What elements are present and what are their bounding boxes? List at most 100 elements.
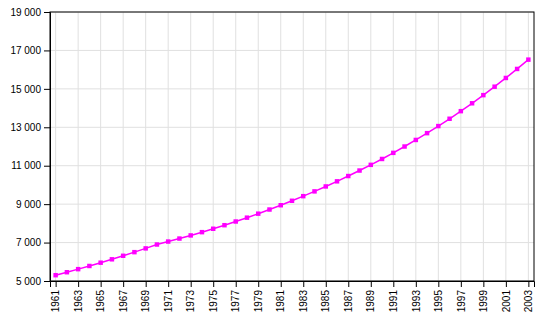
marker bbox=[267, 207, 271, 211]
x-tick: 1987 bbox=[343, 281, 354, 312]
x-tick-label: 1977 bbox=[230, 290, 241, 313]
x-tick: 1999 bbox=[478, 281, 489, 312]
x-tick: 1983 bbox=[298, 281, 309, 312]
y-tick-mark bbox=[44, 204, 50, 205]
marker bbox=[324, 184, 328, 188]
y-tick-label: 5 000 bbox=[16, 276, 41, 287]
x-tick-label: 1965 bbox=[95, 290, 106, 313]
marker bbox=[346, 174, 350, 178]
y-tick-mark bbox=[44, 12, 50, 13]
x-tick: 1997 bbox=[456, 281, 467, 312]
marker bbox=[53, 273, 57, 277]
y-tick-label: 7 000 bbox=[16, 237, 41, 248]
grid-line-x bbox=[145, 12, 146, 281]
grid-line-y bbox=[50, 165, 534, 166]
y-tick-label: 13 000 bbox=[10, 122, 41, 133]
y-tick: 19 000 bbox=[10, 7, 50, 18]
line bbox=[56, 60, 529, 276]
grid-line-x bbox=[213, 12, 214, 281]
y-tick: 15 000 bbox=[10, 84, 50, 95]
marker bbox=[211, 227, 215, 231]
marker bbox=[357, 168, 361, 172]
grid-line-x bbox=[280, 12, 281, 281]
x-tick-label: 1985 bbox=[320, 290, 331, 313]
grid-line-x bbox=[100, 12, 101, 281]
y-tick-label: 19 000 bbox=[10, 7, 41, 18]
x-tick-mark bbox=[483, 281, 484, 287]
marker bbox=[515, 67, 519, 71]
marker bbox=[425, 131, 429, 135]
marker bbox=[391, 151, 395, 155]
x-tick: 1971 bbox=[163, 281, 174, 312]
x-tick: 1975 bbox=[208, 281, 219, 312]
x-tick: 1967 bbox=[118, 281, 129, 312]
y-tick: 9 000 bbox=[16, 199, 50, 210]
grid-line-x bbox=[258, 12, 259, 281]
marker bbox=[402, 144, 406, 148]
x-tick-label: 1983 bbox=[298, 290, 309, 313]
marks bbox=[53, 57, 530, 277]
grid-line-x bbox=[438, 12, 439, 281]
y-tick-label: 15 000 bbox=[10, 84, 41, 95]
marker bbox=[301, 194, 305, 198]
y-tick-mark bbox=[44, 166, 50, 167]
y-tick-mark bbox=[44, 89, 50, 90]
marker bbox=[290, 199, 294, 203]
x-tick: 2003 bbox=[523, 281, 534, 312]
marker bbox=[380, 157, 384, 161]
x-tick-label: 1989 bbox=[365, 290, 376, 313]
grid-line-x bbox=[393, 12, 394, 281]
x-tick-mark bbox=[236, 281, 237, 287]
x-tick: 1985 bbox=[320, 281, 331, 312]
x-tick: 1969 bbox=[140, 281, 151, 312]
x-tick-label: 1973 bbox=[185, 290, 196, 313]
marker bbox=[245, 215, 249, 219]
grid-line-x bbox=[325, 12, 326, 281]
x-tick-mark bbox=[528, 281, 529, 287]
grid-line-x bbox=[78, 12, 79, 281]
x-tick: 1991 bbox=[388, 281, 399, 312]
x-tick-mark bbox=[371, 281, 372, 287]
x-tick: 1989 bbox=[365, 281, 376, 312]
y-tick-mark bbox=[44, 281, 50, 282]
marker bbox=[87, 264, 91, 268]
marker bbox=[188, 233, 192, 237]
marker bbox=[143, 246, 147, 250]
x-tick-mark bbox=[303, 281, 304, 287]
x-tick: 1963 bbox=[73, 281, 84, 312]
marker bbox=[335, 179, 339, 183]
plot-frame bbox=[50, 12, 534, 281]
grid-line-x bbox=[303, 12, 304, 281]
grid-line-x bbox=[235, 12, 236, 281]
marker bbox=[492, 84, 496, 88]
x-tick-mark bbox=[213, 281, 214, 287]
y-tick-mark bbox=[44, 50, 50, 51]
x-tick-mark bbox=[101, 281, 102, 287]
grid-line-x bbox=[528, 12, 529, 281]
x-tick: 1961 bbox=[50, 281, 61, 312]
marker bbox=[256, 211, 260, 215]
marker bbox=[459, 109, 463, 113]
grid-line-y bbox=[50, 127, 534, 128]
marker bbox=[200, 230, 204, 234]
grid-line-y bbox=[50, 88, 534, 89]
marker bbox=[222, 223, 226, 227]
grid-line-x bbox=[505, 12, 506, 281]
marker bbox=[279, 203, 283, 207]
y-tick: 13 000 bbox=[10, 122, 50, 133]
x-tick-label: 2001 bbox=[501, 290, 512, 313]
grid-line-x bbox=[55, 12, 56, 281]
x-tick-label: 1993 bbox=[411, 290, 422, 313]
marker bbox=[504, 76, 508, 80]
x-tick-label: 1999 bbox=[478, 290, 489, 313]
chart: 1961196319651967196919711973197519771979… bbox=[0, 0, 550, 323]
x-axis-line bbox=[51, 282, 535, 288]
x-tick-mark bbox=[461, 281, 462, 287]
marker bbox=[447, 117, 451, 121]
x-tick-mark bbox=[506, 281, 507, 287]
x-tick-label: 1991 bbox=[388, 290, 399, 313]
y-tick-mark bbox=[44, 127, 50, 128]
x-tick-mark bbox=[168, 281, 169, 287]
marker bbox=[155, 242, 159, 246]
grid-line-x bbox=[370, 12, 371, 281]
